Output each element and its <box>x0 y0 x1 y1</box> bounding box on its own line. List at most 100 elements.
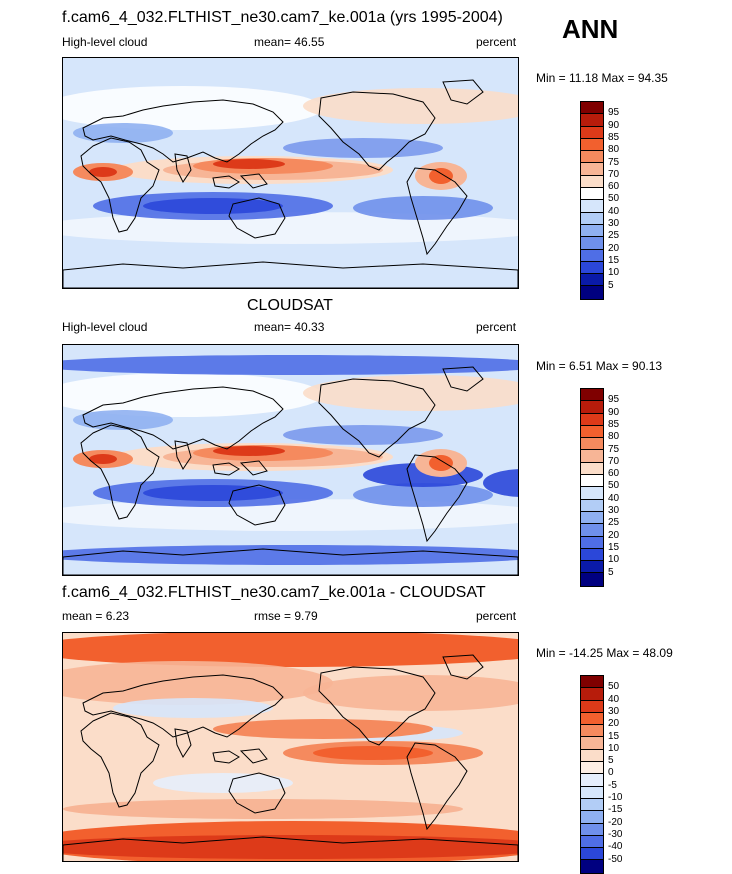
colorbar-swatch <box>581 848 603 861</box>
colorbar-tick-label: -20 <box>608 816 623 828</box>
colorbar-swatch <box>581 462 603 476</box>
colorbar-swatch <box>581 475 603 488</box>
colorbar-swatch <box>581 188 603 201</box>
colorbar-tick-label: -30 <box>608 828 623 840</box>
colorbar-tick-label: 5 <box>608 279 614 291</box>
colorbar-tick-label: -5 <box>608 779 617 791</box>
season-label: ANN <box>562 14 619 44</box>
colorbar-tick-label: 0 <box>608 767 614 779</box>
colorbar-tick-label: 60 <box>608 468 620 480</box>
panel-3-rmse-label: rmse = 9.79 <box>254 609 318 623</box>
colorbar-tick-label: 50 <box>608 681 620 693</box>
colorbar-swatch <box>581 425 603 439</box>
colorbar-tick-label: 75 <box>608 156 620 168</box>
panel-2-colorbar <box>580 388 604 587</box>
colorbar-swatch <box>581 749 603 763</box>
colorbar-tick-label: -50 <box>608 853 623 865</box>
colorbar-tick-label: 30 <box>608 218 620 229</box>
colorbar-tick-label: 15 <box>608 254 620 266</box>
colorbar-tick-label: 40 <box>608 205 620 217</box>
colorbar-swatch <box>581 823 603 836</box>
colorbar-swatch <box>581 573 603 586</box>
colorbar-swatch <box>581 499 603 512</box>
colorbar-swatch <box>581 389 603 402</box>
panel-2-map <box>62 344 519 576</box>
panel-1-left-label: High-level cloud <box>62 35 148 49</box>
panel-2-mean-label: mean= 40.33 <box>254 320 325 334</box>
colorbar-tick-label: 75 <box>608 443 620 455</box>
panel-1-units-label: percent <box>476 35 517 49</box>
colorbar-swatch <box>581 811 603 824</box>
panel-3-map <box>62 632 519 862</box>
colorbar-swatch <box>581 524 603 537</box>
colorbar-tick-label: 90 <box>608 406 620 418</box>
colorbar-tick-label: 10 <box>608 267 620 279</box>
colorbar-tick-label: 25 <box>608 517 620 529</box>
colorbar-tick-label: 80 <box>608 144 620 156</box>
colorbar-swatch <box>581 413 603 426</box>
panel-3-minmax: Min = -14.25 Max = 48.09 <box>536 646 673 660</box>
colorbar-tick-label: 25 <box>608 230 620 242</box>
colorbar-tick-label: 70 <box>608 455 620 467</box>
colorbar-tick-label: 50 <box>608 193 620 205</box>
panel-1-colorbar <box>580 101 604 300</box>
colorbar-tick-label: 10 <box>608 554 620 566</box>
colorbar-tick-label: 20 <box>608 718 620 730</box>
panel-2-left-label: High-level cloud <box>62 320 148 334</box>
colorbar-tick-label: 30 <box>608 705 620 717</box>
colorbar-swatch <box>581 438 603 451</box>
colorbar-tick-label: 20 <box>608 242 620 254</box>
colorbar-swatch <box>581 237 603 250</box>
colorbar-swatch <box>581 126 603 139</box>
colorbar-swatch <box>581 536 603 549</box>
colorbar-swatch <box>581 798 603 812</box>
colorbar-tick-label: 85 <box>608 418 620 430</box>
colorbar-swatch <box>581 175 603 189</box>
panel-2-title: CLOUDSAT <box>247 297 333 314</box>
colorbar-swatch <box>581 200 603 213</box>
colorbar-tick-label: -40 <box>608 841 623 853</box>
colorbar-tick-label: 60 <box>608 181 620 193</box>
colorbar-swatch <box>581 561 603 574</box>
colorbar-swatch <box>581 274 603 287</box>
colorbar-swatch <box>581 102 603 115</box>
colorbar-tick-label: 30 <box>608 505 620 516</box>
colorbar-swatch <box>581 114 603 127</box>
colorbar-swatch <box>581 138 603 152</box>
panel-2-units-label: percent <box>476 320 517 334</box>
colorbar-swatch <box>581 737 603 750</box>
colorbar-swatch <box>581 548 603 562</box>
panel-1-minmax: Min = 11.18 Max = 94.35 <box>536 71 668 85</box>
panel-2-minmax: Min = 6.51 Max = 90.13 <box>536 359 663 373</box>
colorbar-swatch <box>581 762 603 775</box>
colorbar-swatch <box>581 212 603 225</box>
colorbar-swatch <box>581 700 603 713</box>
colorbar-swatch <box>581 712 603 726</box>
colorbar-swatch <box>581 676 603 689</box>
colorbar-tick-label: -15 <box>608 804 623 816</box>
panel-3-colorbar <box>580 675 604 874</box>
colorbar-swatch <box>581 450 603 463</box>
colorbar-tick-label: 15 <box>608 541 620 553</box>
panel-3-mean-label: mean = 6.23 <box>62 609 130 623</box>
panel-1-mean-label: mean= 46.55 <box>254 35 325 49</box>
colorbar-tick-label: -10 <box>608 792 623 803</box>
panel-1-map <box>62 57 519 289</box>
colorbar-tick-label: 95 <box>608 107 620 119</box>
colorbar-swatch <box>581 511 603 525</box>
colorbar-swatch <box>581 286 603 299</box>
panel-3-units-label: percent <box>476 609 517 623</box>
colorbar-swatch <box>581 261 603 275</box>
colorbar-swatch <box>581 249 603 262</box>
colorbar-tick-label: 50 <box>608 480 620 492</box>
colorbar-swatch <box>581 163 603 176</box>
colorbar-tick-label: 20 <box>608 529 620 541</box>
panel-3-title: f.cam6_4_032.FLTHIST_ne30.cam7_ke.001a -… <box>62 584 486 601</box>
colorbar-tick-label: 90 <box>608 119 620 131</box>
colorbar-swatch <box>581 688 603 701</box>
colorbar-swatch <box>581 725 603 738</box>
colorbar-swatch <box>581 860 603 873</box>
panel-1-title: f.cam6_4_032.FLTHIST_ne30.cam7_ke.001a (… <box>62 9 503 26</box>
colorbar-tick-label: 10 <box>608 742 620 754</box>
colorbar-tick-label: 85 <box>608 131 620 143</box>
